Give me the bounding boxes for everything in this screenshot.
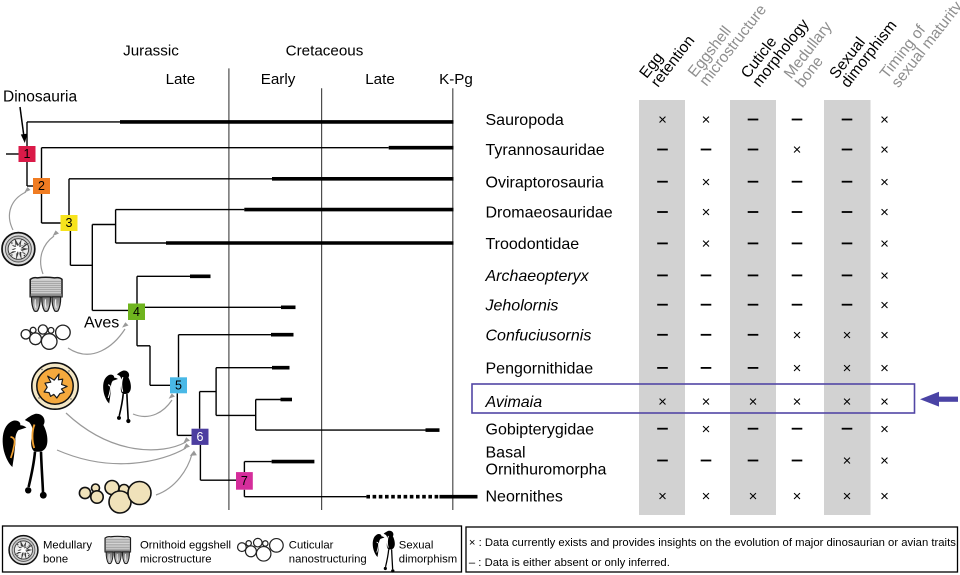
svg-text:Sexual: Sexual [399, 539, 434, 551]
svg-text:Cretaceous: Cretaceous [286, 43, 364, 60]
svg-text:Basal: Basal [486, 445, 526, 462]
svg-text:×: × [658, 394, 667, 411]
svg-text:K-Pg: K-Pg [439, 71, 473, 88]
svg-text:Pengornithidae: Pengornithidae [486, 361, 594, 378]
svg-text:×: × [702, 236, 711, 253]
svg-text:×: × [880, 421, 889, 438]
svg-text:×: × [880, 174, 889, 191]
svg-text:Cuticular: Cuticular [289, 539, 334, 551]
svg-text:×: × [749, 488, 758, 505]
svg-text:×: × [793, 360, 802, 377]
svg-text:×: × [880, 268, 889, 285]
svg-text:×: × [880, 394, 889, 411]
svg-text:– : Data is either absent or o: – : Data is either absent or only inferr… [469, 557, 670, 569]
svg-text:Neornithes: Neornithes [486, 488, 563, 505]
svg-text:Ornithuromorpha: Ornithuromorpha [486, 462, 607, 479]
svg-text:Ornithoid eggshell: Ornithoid eggshell [140, 539, 231, 551]
svg-text:6: 6 [197, 430, 204, 444]
svg-text:Medullary: Medullary [43, 539, 92, 551]
svg-text:×: × [793, 488, 802, 505]
svg-text:×: × [843, 327, 852, 344]
svg-text:×: × [793, 142, 802, 159]
svg-text:7: 7 [241, 474, 248, 488]
svg-text:2: 2 [38, 179, 45, 193]
svg-text:Tyrannosauridae: Tyrannosauridae [486, 142, 605, 159]
svg-text:Jeholornis: Jeholornis [485, 297, 559, 314]
svg-text:×: × [658, 488, 667, 505]
svg-text:×: × [880, 327, 889, 344]
svg-text:Aves: Aves [84, 315, 119, 332]
svg-text:×: × [793, 394, 802, 411]
svg-text:Avimaia: Avimaia [485, 394, 543, 411]
svg-text:×: × [793, 327, 802, 344]
svg-text:×: × [843, 360, 852, 377]
svg-text:×: × [880, 236, 889, 253]
svg-text:bone: bone [43, 553, 68, 565]
svg-text:×: × [880, 142, 889, 159]
svg-text:×: × [880, 204, 889, 221]
svg-text:×: × [843, 453, 852, 470]
svg-text:×: × [702, 112, 711, 129]
svg-text:×: × [702, 394, 711, 411]
svg-text:×: × [880, 488, 889, 505]
svg-text:×: × [702, 488, 711, 505]
svg-text:4: 4 [133, 305, 140, 319]
svg-text:×: × [880, 297, 889, 314]
svg-text:× : Data currently exists and: × : Data currently exists and provides i… [469, 537, 959, 549]
svg-text:Dinosauria: Dinosauria [3, 89, 77, 106]
svg-text:5: 5 [175, 379, 182, 393]
svg-text:Oviraptorosauria: Oviraptorosauria [486, 174, 604, 191]
svg-text:3: 3 [66, 216, 73, 230]
svg-text:Confuciusornis: Confuciusornis [486, 327, 592, 344]
svg-text:Late: Late [365, 71, 395, 88]
svg-text:Early: Early [261, 71, 296, 88]
svg-text:×: × [702, 204, 711, 221]
svg-text:1: 1 [24, 147, 31, 161]
svg-text:nanostructuring: nanostructuring [289, 553, 367, 565]
svg-text:×: × [880, 453, 889, 470]
svg-text:Late: Late [166, 71, 196, 88]
svg-text:×: × [880, 112, 889, 129]
svg-text:×: × [658, 112, 667, 129]
svg-text:×: × [702, 174, 711, 191]
svg-text:×: × [843, 394, 852, 411]
svg-text:×: × [843, 488, 852, 505]
svg-text:Dromaeosauridae: Dromaeosauridae [486, 205, 613, 222]
svg-text:Jurassic: Jurassic [123, 43, 179, 60]
svg-text:Gobipterygidae: Gobipterygidae [486, 421, 595, 438]
svg-text:×: × [749, 394, 758, 411]
svg-text:Troodontidae: Troodontidae [486, 236, 580, 253]
svg-text:Archaeopteryx: Archaeopteryx [485, 268, 590, 285]
svg-text:Sauropoda: Sauropoda [486, 112, 564, 129]
svg-text:×: × [702, 421, 711, 438]
svg-text:microstructure: microstructure [140, 553, 212, 565]
svg-text:dimorphism: dimorphism [399, 553, 457, 565]
svg-text:×: × [880, 360, 889, 377]
